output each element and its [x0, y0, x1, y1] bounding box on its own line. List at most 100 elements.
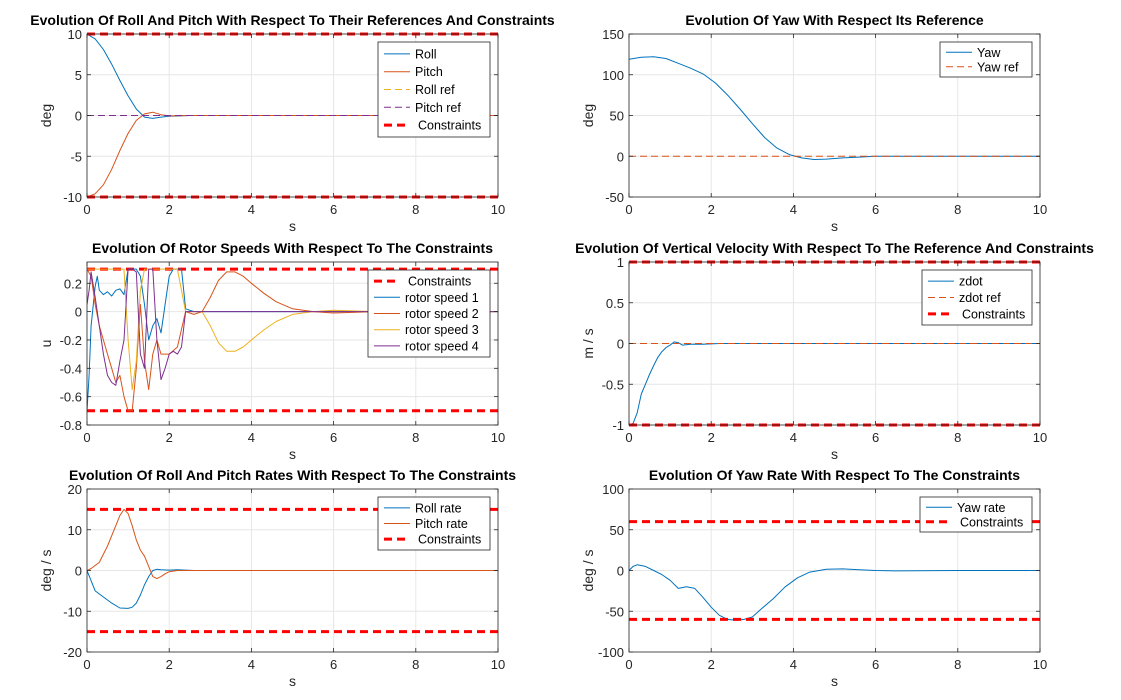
y-tick-label: -100 [598, 645, 624, 660]
y-tick-label: 0 [75, 564, 82, 579]
x-tick-label: 10 [1033, 430, 1047, 445]
x-tick-label: 8 [412, 202, 419, 217]
x-tick-label: 6 [872, 430, 879, 445]
x-tick-label: 0 [83, 202, 90, 217]
legend-label: Yaw [977, 46, 1001, 60]
legend: Constraints rotor speed 1 rotor speed 2 rot… [367, 269, 491, 358]
x-axis-label: s [831, 446, 838, 462]
y-tick-label: 50 [610, 523, 624, 538]
y-tick-label: 20 [68, 482, 82, 497]
y-tick-label: -0.8 [60, 418, 82, 433]
x-tick-label: 0 [625, 202, 632, 217]
y-tick-label: -50 [605, 190, 624, 205]
x-tick-label: 4 [248, 430, 255, 445]
y-axis-label: m / s [580, 328, 596, 358]
chart-title: Evolution Of Roll And Pitch With Respect… [30, 12, 555, 28]
y-tick-label: -10 [63, 190, 82, 205]
series-line-rotor-speed-4 [87, 268, 498, 386]
series-line-pitch-rate [87, 508, 498, 580]
x-tick-label: 10 [491, 430, 505, 445]
x-axis-label: s [289, 673, 296, 689]
legend-label: Pitch ref [415, 101, 461, 115]
subplot-rotor: 0 2 4 6 8 10 -0.8 -0.6 -0.4 -0.2 0 0.2 Evolution Of … [38, 240, 505, 462]
y-tick-label: 0 [617, 564, 624, 579]
legend-label: Roll ref [415, 83, 455, 97]
y-tick-label: 150 [602, 27, 624, 42]
chart-title: Evolution Of Roll And Pitch Rates With R… [69, 467, 516, 483]
legend: Roll Pitch Roll ref Pitch ref Constraints [377, 41, 491, 138]
x-tick-label: 10 [491, 657, 505, 672]
y-tick-label: 10 [68, 523, 82, 538]
x-tick-label: 2 [708, 202, 715, 217]
legend-label: Constraints [418, 533, 481, 547]
x-tick-label: 4 [790, 657, 797, 672]
x-tick-label: 4 [790, 430, 797, 445]
legend-label: rotor speed 2 [405, 307, 479, 321]
y-tick-label: -1 [612, 418, 624, 433]
x-tick-label: 2 [166, 657, 173, 672]
x-tick-label: 6 [872, 202, 879, 217]
series-line-rotor-speed-3 [87, 268, 498, 391]
series-line-roll-rate [87, 568, 498, 609]
legend-label: Roll [415, 47, 437, 61]
legend: Roll rate Pitch rate Constraints [377, 496, 491, 551]
x-tick-label: 0 [83, 657, 90, 672]
legend-label: Yaw ref [977, 60, 1019, 74]
x-axis-label: s [831, 218, 838, 234]
y-tick-label: -50 [605, 604, 624, 619]
x-tick-label: 8 [954, 430, 961, 445]
y-tick-label: -20 [63, 645, 82, 660]
y-tick-label: 100 [602, 482, 624, 497]
axes-box [86, 261, 499, 426]
series-line-zdot [629, 341, 1040, 426]
y-tick-label: 1 [617, 255, 624, 270]
x-tick-label: 0 [625, 657, 632, 672]
legend-label: Constraints [960, 515, 1023, 529]
x-tick-label: 6 [330, 657, 337, 672]
series-group [629, 56, 1040, 160]
x-tick-label: 8 [412, 657, 419, 672]
x-tick-label: 2 [166, 430, 173, 445]
chart-title: Evolution Of Yaw With Respect Its Refere… [685, 12, 984, 28]
y-tick-label: -5 [70, 149, 82, 164]
y-tick-label: 0 [617, 149, 624, 164]
y-axis-label: u [38, 340, 54, 348]
y-tick-label: -0.5 [602, 377, 624, 392]
chart-title: Evolution Of Rotor Speeds With Respect T… [92, 240, 493, 256]
x-tick-label: 2 [166, 202, 173, 217]
y-tick-label: -0.4 [60, 361, 82, 376]
legend: zdot zdot ref Constraints [921, 269, 1033, 326]
series-line-yaw [629, 56, 1040, 160]
x-tick-label: 6 [330, 430, 337, 445]
series-line-rotor-speed-2 [87, 268, 498, 412]
chart-title: Evolution Of Yaw Rate With Respect To Th… [649, 467, 1020, 483]
y-tick-label: -0.2 [60, 333, 82, 348]
legend-label: rotor speed 1 [405, 291, 479, 305]
legend-label: Pitch [415, 65, 443, 79]
x-axis-label: s [289, 446, 296, 462]
x-tick-label: 0 [83, 430, 90, 445]
x-tick-label: 4 [248, 202, 255, 217]
x-tick-label: 0 [625, 430, 632, 445]
x-tick-label: 10 [1033, 657, 1047, 672]
x-tick-label: 6 [872, 657, 879, 672]
y-tick-label: 100 [602, 68, 624, 83]
legend-box [919, 496, 1033, 533]
legend-label: zdot [959, 275, 983, 289]
legend-box [939, 41, 1033, 78]
y-tick-label: 0 [75, 109, 82, 124]
x-axis-label: s [289, 218, 296, 234]
y-tick-label: -10 [63, 604, 82, 619]
chart-title: Evolution Of Vertical Velocity With Resp… [575, 240, 1094, 256]
x-tick-label: 6 [330, 202, 337, 217]
y-tick-label: 5 [75, 68, 82, 83]
x-tick-label: 8 [412, 430, 419, 445]
y-axis-label: deg / s [38, 549, 54, 591]
x-tick-label: 4 [248, 657, 255, 672]
